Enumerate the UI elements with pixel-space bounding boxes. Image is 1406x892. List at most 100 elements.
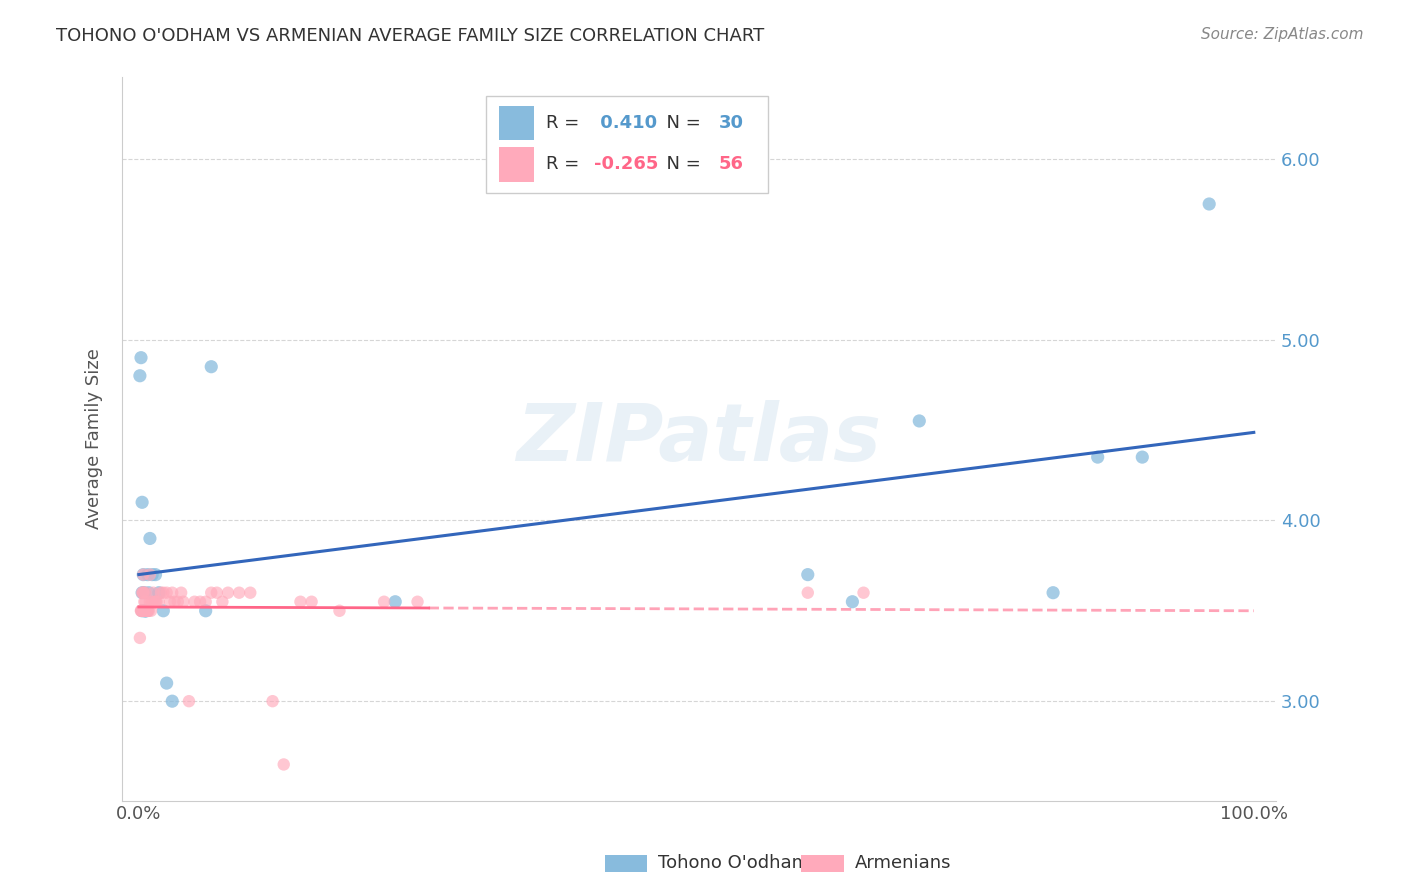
- Point: [1130, 450, 1153, 464]
- Point: [188, 595, 211, 609]
- Point: [1198, 197, 1220, 211]
- Point: [273, 757, 295, 772]
- Bar: [499, 105, 534, 140]
- Point: [177, 694, 200, 708]
- Point: [134, 604, 156, 618]
- Point: [138, 585, 160, 599]
- Text: 0.410: 0.410: [595, 114, 657, 132]
- Point: [131, 585, 153, 599]
- Text: ZIPatlas: ZIPatlas: [516, 400, 882, 478]
- Point: [145, 567, 167, 582]
- Text: Tohono O'odham: Tohono O'odham: [658, 855, 808, 872]
- Point: [134, 604, 156, 618]
- Point: [290, 595, 312, 609]
- Point: [384, 595, 406, 609]
- Point: [159, 595, 181, 609]
- Point: [138, 604, 160, 618]
- Point: [128, 631, 150, 645]
- Point: [136, 567, 159, 582]
- Point: [141, 567, 163, 582]
- Point: [132, 585, 155, 599]
- Point: [160, 694, 183, 708]
- Point: [134, 595, 156, 609]
- Point: [301, 595, 323, 609]
- Point: [406, 595, 429, 609]
- Text: 30: 30: [718, 114, 744, 132]
- Point: [135, 604, 157, 618]
- Point: [128, 368, 150, 383]
- Point: [239, 585, 262, 599]
- Point: [134, 604, 156, 618]
- Text: TOHONO O'ODHAM VS ARMENIAN AVERAGE FAMILY SIZE CORRELATION CHART: TOHONO O'ODHAM VS ARMENIAN AVERAGE FAMIL…: [56, 27, 765, 45]
- Point: [145, 595, 167, 609]
- Point: [131, 495, 153, 509]
- Point: [797, 585, 820, 599]
- Point: [148, 585, 170, 599]
- Point: [139, 595, 162, 609]
- Point: [132, 567, 155, 582]
- Point: [262, 694, 284, 708]
- Point: [200, 585, 222, 599]
- Text: Source: ZipAtlas.com: Source: ZipAtlas.com: [1201, 27, 1364, 42]
- Point: [373, 595, 395, 609]
- Point: [841, 595, 863, 609]
- Point: [134, 595, 156, 609]
- Point: [134, 604, 156, 618]
- Point: [183, 595, 205, 609]
- Point: [150, 585, 173, 599]
- Point: [228, 585, 250, 599]
- Point: [132, 585, 155, 599]
- Point: [129, 604, 152, 618]
- Point: [134, 604, 156, 618]
- Text: N =: N =: [655, 114, 707, 132]
- Point: [141, 595, 163, 609]
- Point: [129, 604, 152, 618]
- Point: [172, 595, 194, 609]
- Point: [200, 359, 222, 374]
- Point: [156, 676, 179, 690]
- Point: [145, 595, 167, 609]
- Point: [160, 585, 183, 599]
- Point: [131, 585, 153, 599]
- Point: [134, 585, 156, 599]
- Point: [205, 585, 228, 599]
- Point: [135, 604, 157, 618]
- Point: [1087, 450, 1109, 464]
- Text: N =: N =: [655, 155, 707, 173]
- Point: [142, 585, 165, 599]
- Point: [131, 604, 153, 618]
- Text: Armenians: Armenians: [855, 855, 952, 872]
- Point: [194, 595, 217, 609]
- Point: [217, 585, 239, 599]
- Point: [211, 595, 233, 609]
- Point: [194, 604, 217, 618]
- Point: [152, 604, 174, 618]
- Point: [170, 585, 193, 599]
- Point: [132, 567, 155, 582]
- Point: [134, 585, 156, 599]
- Point: [152, 585, 174, 599]
- Point: [1042, 585, 1064, 599]
- Point: [139, 567, 162, 582]
- Point: [129, 351, 152, 365]
- Point: [131, 604, 153, 618]
- Text: R =: R =: [546, 114, 585, 132]
- Y-axis label: Average Family Size: Average Family Size: [86, 349, 103, 530]
- Point: [139, 532, 162, 546]
- Bar: [499, 147, 534, 182]
- Point: [852, 585, 875, 599]
- Point: [135, 604, 157, 618]
- Point: [131, 604, 153, 618]
- Point: [163, 595, 186, 609]
- Point: [145, 595, 167, 609]
- Point: [156, 585, 179, 599]
- Text: R =: R =: [546, 155, 585, 173]
- Point: [139, 604, 162, 618]
- Point: [136, 604, 159, 618]
- Text: 56: 56: [718, 155, 744, 173]
- Point: [908, 414, 931, 428]
- Point: [136, 604, 159, 618]
- Point: [148, 595, 170, 609]
- Point: [166, 595, 188, 609]
- Text: -0.265: -0.265: [595, 155, 658, 173]
